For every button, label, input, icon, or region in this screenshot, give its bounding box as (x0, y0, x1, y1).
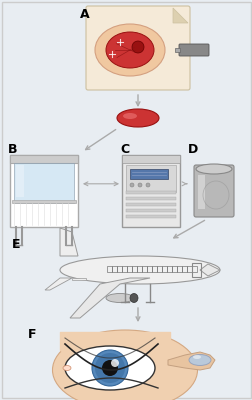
Circle shape (132, 41, 143, 53)
Circle shape (111, 359, 118, 367)
Ellipse shape (106, 32, 153, 68)
Ellipse shape (122, 113, 137, 119)
Polygon shape (199, 264, 219, 276)
Bar (10, 155, 78, 227)
Ellipse shape (116, 109, 158, 127)
Circle shape (92, 350, 128, 386)
Ellipse shape (192, 355, 200, 359)
Bar (125, 197, 175, 200)
Bar (174, 48, 179, 52)
Bar (187, 266, 192, 272)
Bar (125, 191, 175, 194)
Ellipse shape (130, 294, 137, 302)
Bar (130, 169, 167, 179)
Bar (12, 200, 76, 203)
Polygon shape (72, 278, 86, 280)
Bar (122, 266, 127, 272)
Bar (14, 163, 74, 202)
Bar (162, 266, 167, 272)
Bar (125, 203, 175, 206)
Ellipse shape (63, 366, 71, 370)
Bar (167, 266, 172, 272)
Bar (182, 266, 187, 272)
FancyBboxPatch shape (86, 6, 189, 90)
Circle shape (102, 360, 117, 376)
Bar (16, 165, 24, 198)
Bar (142, 266, 147, 272)
Ellipse shape (106, 294, 134, 302)
Polygon shape (60, 228, 78, 256)
FancyBboxPatch shape (178, 44, 208, 56)
Polygon shape (167, 352, 214, 370)
Bar (197, 175, 204, 209)
Bar (117, 266, 122, 272)
Bar (192, 266, 197, 272)
Bar (191, 263, 200, 277)
Circle shape (94, 353, 124, 383)
Bar (152, 266, 157, 272)
FancyBboxPatch shape (193, 165, 233, 217)
Ellipse shape (195, 164, 231, 174)
Circle shape (145, 183, 149, 187)
Bar (125, 209, 175, 212)
Circle shape (130, 183, 134, 187)
Text: A: A (80, 8, 89, 21)
Text: E: E (12, 238, 20, 251)
Circle shape (137, 183, 141, 187)
Bar (125, 215, 175, 218)
Bar (147, 266, 152, 272)
Ellipse shape (94, 24, 164, 76)
Bar (157, 266, 162, 272)
Ellipse shape (188, 354, 210, 366)
Text: F: F (28, 328, 36, 341)
Bar (177, 266, 182, 272)
Text: C: C (119, 143, 129, 156)
Bar (127, 266, 132, 272)
Polygon shape (70, 278, 149, 318)
Polygon shape (45, 278, 72, 290)
Bar (172, 266, 177, 272)
Polygon shape (172, 8, 187, 23)
Text: D: D (187, 143, 198, 156)
Ellipse shape (65, 346, 154, 390)
Bar (137, 266, 142, 272)
Ellipse shape (52, 330, 197, 400)
Bar (112, 266, 117, 272)
Bar (121, 155, 179, 227)
Bar (125, 165, 175, 192)
Bar (107, 266, 112, 272)
Ellipse shape (60, 256, 219, 284)
Bar (121, 155, 179, 163)
Bar (10, 155, 78, 163)
Bar (132, 266, 137, 272)
Text: B: B (8, 143, 17, 156)
